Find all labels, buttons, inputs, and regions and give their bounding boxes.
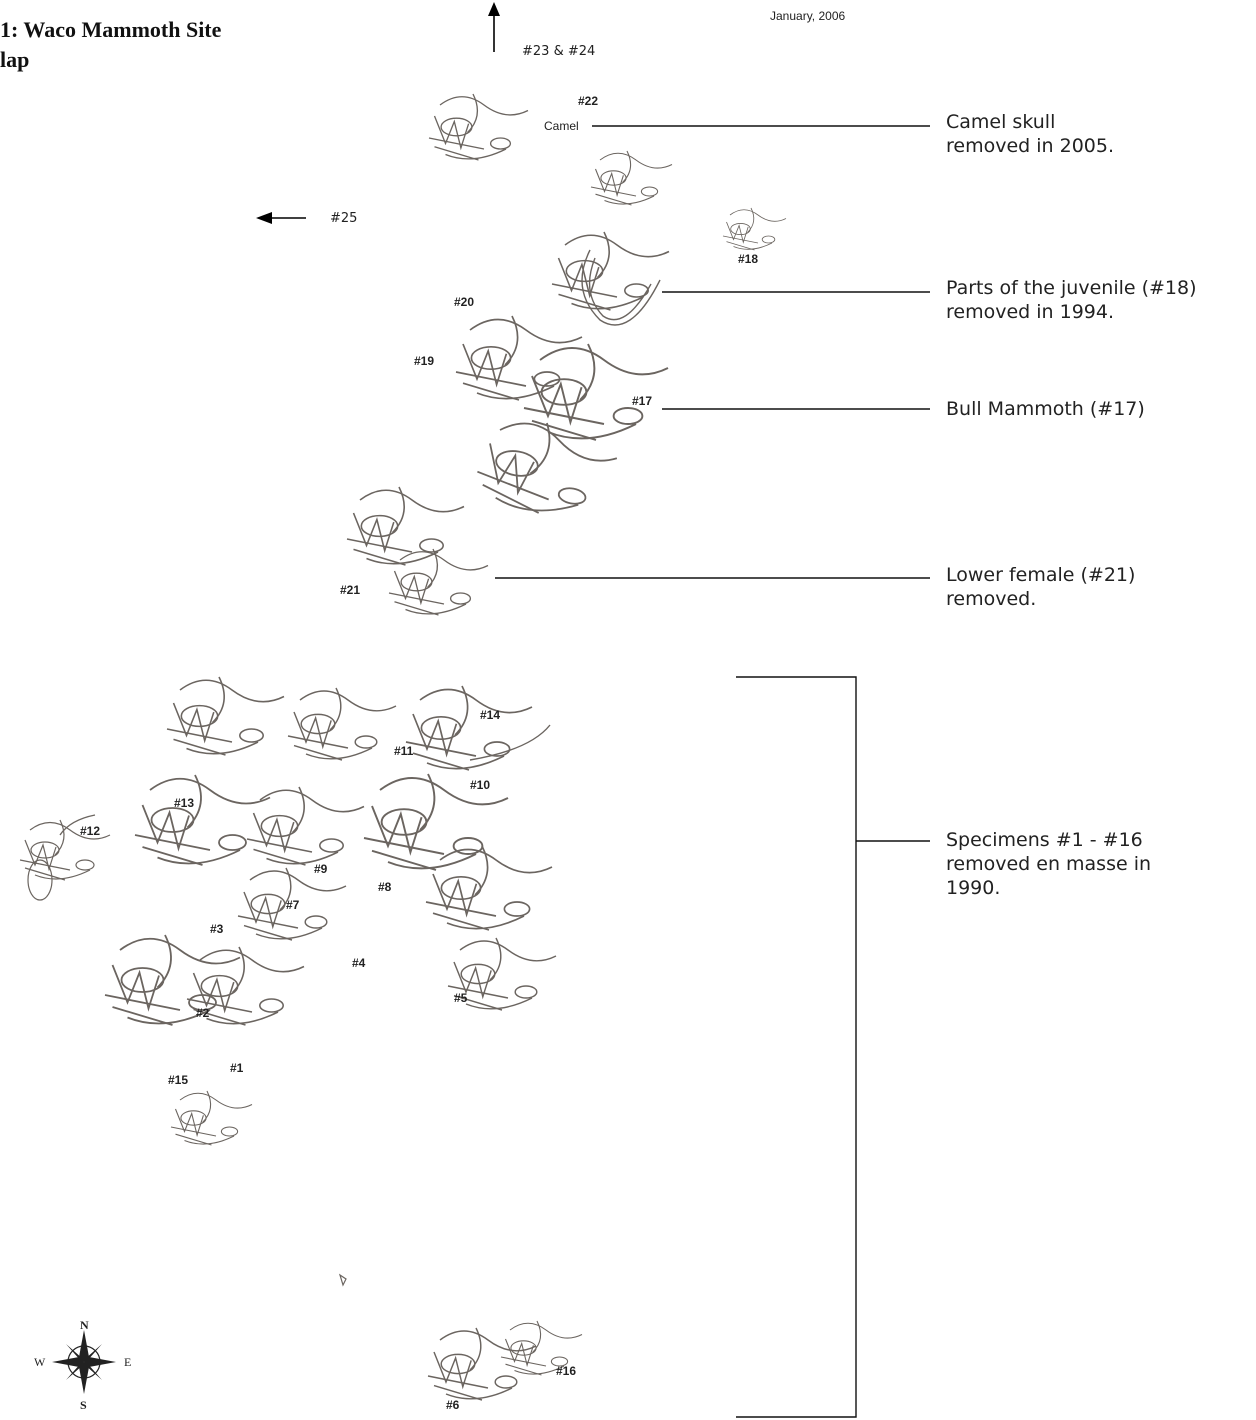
north-arrow-label: #23 & #24 [522,44,596,59]
specimen-label-6: #6 [446,1398,460,1412]
specimen-16-drawing [427,1320,583,1401]
specimen-label-1: #1 [230,1061,244,1075]
specimen-label-13: #13 [174,796,195,810]
specimen-label-4: #4 [352,956,366,970]
west-arrow-icon [256,212,306,224]
annotation-specimens-1-16: Specimens #1 - #16 removed en masse in 1… [946,829,1152,899]
specimen-label-22: #22 [578,94,599,108]
specimen-label-5: #5 [454,991,468,1005]
title-line-1: 1: Waco Mammoth Site [0,17,222,42]
title-line-2: lap [0,47,30,72]
specimen-label-15: #15 [168,1073,189,1087]
annotation-camel-skull: Camel skull removed in 2005. [946,111,1115,157]
annotation-lower-female: Lower female (#21) removed. [946,564,1136,610]
map-title: 1: Waco Mammoth Site lap [0,15,221,75]
lower-specimens-drawing [19,676,557,1287]
specimen-label-2: #2 [196,1006,210,1020]
compass-n: N [80,1318,89,1332]
leader-lines [495,125,930,1418]
specimen-label-9: #9 [314,862,328,876]
specimen-label-17: #17 [632,394,653,408]
specimen-label-11: #11 [394,744,414,758]
compass-e: E [124,1355,132,1369]
north-arrow-icon [488,2,500,52]
specimen-label-16: #16 [556,1364,577,1378]
specimen-label-7: #7 [286,898,300,912]
specimen-label-19: #19 [414,354,435,368]
specimen-label-8: #8 [378,880,392,894]
specimen-label-3: #3 [210,922,224,936]
specimen-label-12: #12 [80,824,101,838]
compass-rose-icon [52,1330,116,1394]
west-arrow-label: #25 [330,211,358,226]
annotation-juvenile: Parts of the juvenile (#18) removed in 1… [946,277,1197,323]
upper-specimens-drawing [346,93,787,616]
camel-label: Camel [544,119,579,133]
specimen-label-21: #21 [340,583,361,597]
specimen-label-14: #14 [480,708,501,722]
specimen-label-20: #20 [454,295,475,309]
compass-w: W [34,1355,46,1369]
annotation-bull-mammoth: Bull Mammoth (#17) [946,398,1145,420]
specimen-label-10: #10 [470,778,491,792]
map-date: January, 2006 [770,9,846,23]
compass-s: S [80,1398,87,1412]
specimen-label-18: #18 [738,252,759,266]
